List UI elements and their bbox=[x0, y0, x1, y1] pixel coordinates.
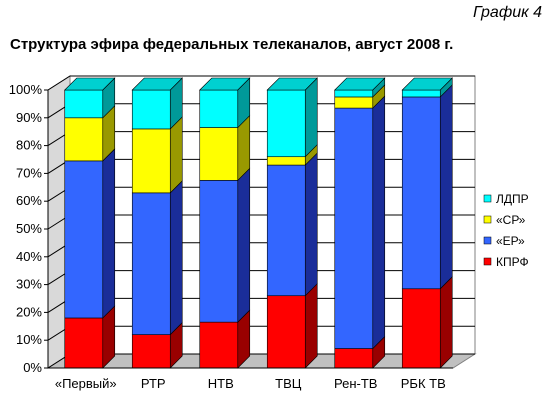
bar-segment-side bbox=[304, 282, 318, 369]
bars bbox=[64, 77, 453, 369]
bar-segment bbox=[131, 192, 171, 335]
y-tick-label: 90% bbox=[16, 110, 42, 125]
bar-top bbox=[334, 77, 386, 91]
chart-title: Структура эфира федеральных телеканалов,… bbox=[10, 36, 454, 53]
x-tick-label: «Первый» bbox=[55, 376, 117, 391]
legend-item: «СР» bbox=[483, 213, 526, 227]
bar-segment bbox=[401, 96, 441, 290]
bar-segment bbox=[64, 317, 104, 369]
y-tick-label: 20% bbox=[16, 304, 42, 319]
x-tick-label: Рен-ТВ bbox=[334, 376, 377, 391]
bar-segment bbox=[401, 288, 441, 369]
bar-segment bbox=[334, 107, 374, 349]
bar-segment bbox=[131, 89, 171, 130]
x-axis: «Первый» РТР НТВ ТВЦ Рен-ТВ РБК ТВ bbox=[48, 367, 453, 391]
bar-top bbox=[64, 77, 116, 91]
legend-swatch bbox=[483, 194, 492, 203]
bar-segment bbox=[131, 128, 171, 194]
bar-segment-side bbox=[439, 276, 453, 369]
x-tick-label: РБК ТВ bbox=[401, 376, 446, 391]
y-tick-label: 0% bbox=[23, 360, 42, 375]
legend-item: КПРФ bbox=[483, 255, 529, 269]
bar-segment bbox=[131, 334, 171, 369]
bar-top bbox=[199, 77, 251, 91]
y-tick-label: 50% bbox=[16, 221, 42, 236]
bar-segment-side bbox=[304, 77, 318, 158]
bar-segment bbox=[266, 156, 306, 166]
legend-label: «ЕР» bbox=[496, 234, 525, 248]
legend-swatch bbox=[483, 236, 492, 245]
bar-segment bbox=[199, 89, 239, 128]
y-tick-label: 10% bbox=[16, 332, 42, 347]
legend: ЛДПР «СР» «ЕР» КПРФ bbox=[483, 192, 529, 269]
y-tick-label: 80% bbox=[16, 138, 42, 153]
graph-number-label: График 4 bbox=[473, 4, 542, 21]
bar-segment bbox=[64, 117, 104, 162]
legend-item: ЛДПР bbox=[483, 192, 529, 206]
y-tick-label: 40% bbox=[16, 249, 42, 264]
legend-label: ЛДПР bbox=[496, 192, 529, 206]
legend-label: «СР» bbox=[496, 213, 526, 227]
y-tick-label: 100% bbox=[9, 82, 43, 97]
bar-segment bbox=[266, 164, 306, 297]
gridline bbox=[47, 75, 475, 91]
bar-segment-side bbox=[304, 152, 318, 297]
bar-segment bbox=[199, 127, 239, 181]
bar-segment bbox=[334, 348, 374, 369]
bar-segment bbox=[334, 96, 374, 109]
bar-segment bbox=[199, 321, 239, 369]
legend-swatch bbox=[483, 215, 492, 224]
bar-segment-side bbox=[102, 148, 116, 319]
y-tick-label: 60% bbox=[16, 193, 42, 208]
bar-segment bbox=[334, 89, 374, 98]
bar-segment bbox=[64, 160, 104, 319]
legend-label: КПРФ bbox=[496, 255, 529, 269]
bar-segment-side bbox=[169, 180, 183, 336]
bar-top bbox=[266, 77, 318, 91]
bar-segment bbox=[266, 295, 306, 369]
legend-swatch bbox=[483, 257, 492, 266]
bar-top bbox=[131, 77, 183, 91]
bar-top bbox=[401, 77, 453, 91]
y-axis: 0% 10% 20% 30% 40% 50% 60% 70% 80% 90% 100% bbox=[9, 82, 49, 375]
bar-segment bbox=[64, 89, 104, 119]
x-tick-label: РТР bbox=[141, 376, 166, 391]
y-tick-label: 30% bbox=[16, 277, 42, 292]
bar-segment-side bbox=[169, 116, 183, 194]
bar-segment-side bbox=[439, 84, 453, 290]
bar-segment-side bbox=[372, 95, 386, 350]
bar-segment bbox=[401, 89, 441, 98]
x-tick-label: ТВЦ bbox=[275, 376, 302, 391]
legend-item: «ЕР» bbox=[483, 234, 525, 248]
y-tick-label: 70% bbox=[16, 165, 42, 180]
x-tick-label: НТВ bbox=[208, 376, 234, 391]
bar-segment-side bbox=[237, 167, 251, 323]
bar-segment bbox=[199, 180, 239, 323]
bar-segment bbox=[266, 89, 306, 158]
